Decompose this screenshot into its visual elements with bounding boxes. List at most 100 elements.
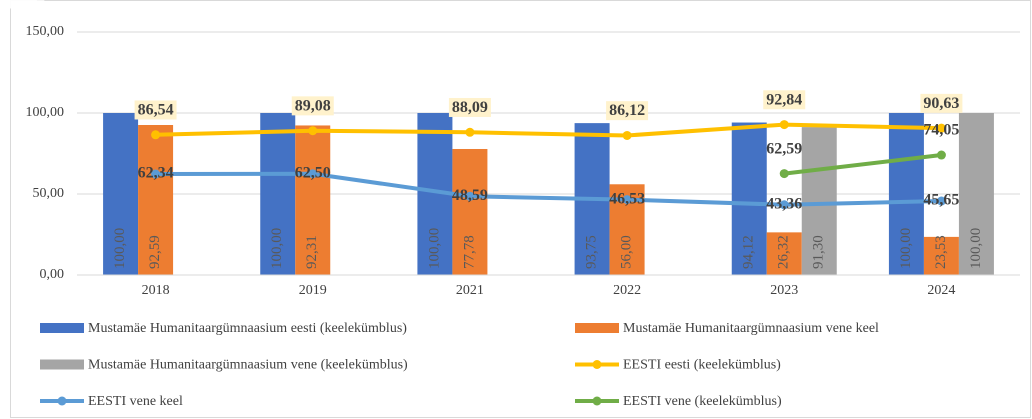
line-label-group: 62,34: [138, 165, 174, 182]
label-box: [0, 0, 37, 9]
legend-label: Mustamäe Humanitaargümnaasium vene (keel…: [88, 358, 408, 373]
legend-label: EESTI vene (keelekümblus): [623, 394, 782, 409]
bar-value-label: 93,75: [584, 235, 600, 269]
line-marker: [936, 196, 946, 206]
line-label-group: 86,12: [606, 101, 649, 121]
bar-value-label: 92,59: [147, 235, 163, 269]
line-value-label: 62,50: [295, 164, 331, 181]
legend-label: Mustamäe Humanitaargümnaasium vene keel: [623, 321, 879, 336]
bar-value-label: 100,00: [968, 228, 984, 269]
bar-label-group: 100,00: [0, 0, 984, 269]
label-box: [0, 0, 45, 9]
label-box: [0, 0, 37, 9]
bar: [888, 113, 924, 275]
line: [782, 153, 944, 176]
label-box: [0, 0, 37, 9]
bar-value-label: 26,32: [776, 235, 792, 269]
line-label-group: 62,59: [766, 140, 802, 157]
label-box: [0, 0, 37, 9]
label-box: [0, 0, 37, 9]
bar-value-label: 56,00: [619, 235, 635, 269]
bar-label-group: 100,00: [0, 0, 285, 269]
bar-label-group: 92,31: [0, 0, 320, 269]
label-box: [0, 0, 45, 9]
line-value-label: 62,59: [766, 140, 802, 157]
legend-label: EESTI vene keel: [88, 394, 183, 409]
label-box: [763, 90, 806, 110]
bar-value-label: 100,00: [269, 228, 285, 269]
bar-label-group: 100,00: [0, 0, 914, 269]
line-value-label: 74,05: [923, 122, 959, 139]
line-marker: [308, 126, 318, 136]
line-label-group: 90,63: [920, 93, 963, 113]
bar-label-group: 56,00: [0, 0, 635, 269]
bar-label-group: 26,32: [0, 0, 792, 269]
label-box: [0, 0, 45, 9]
bar-value-label: 91,30: [811, 235, 827, 269]
line-value-label: 45,65: [923, 192, 959, 209]
legend-marker: [592, 360, 602, 369]
bar: [801, 127, 837, 276]
legend-label: Mustamäe Humanitaargümnaasium eesti (kee…: [88, 321, 407, 336]
line-label-group: 45,65: [923, 192, 959, 209]
bar-label-group: 100,00: [0, 0, 442, 269]
line-marker: [151, 130, 161, 140]
bar: [103, 113, 139, 275]
line-value-label: 90,63: [923, 95, 959, 112]
label-box: [448, 97, 491, 117]
legend-swatch: [40, 323, 84, 333]
label-box: [0, 0, 45, 9]
x-tick-label: 2019: [299, 283, 327, 298]
line-label-group: 43,36: [766, 195, 802, 212]
bar-value-label: 94,12: [741, 235, 757, 269]
label-box: [0, 0, 37, 9]
y-tick-label: 100,00: [26, 105, 65, 120]
bar-value-label: 100,00: [426, 228, 442, 269]
line-marker: [465, 127, 475, 137]
chart-frame: [10, 0, 1031, 418]
line: [153, 122, 944, 138]
bar-value-label: 23,53: [933, 235, 949, 269]
line-label-group: 62,50: [295, 164, 331, 181]
line-value-label: 62,34: [138, 165, 174, 182]
x-tick-label: 2024: [927, 283, 955, 298]
legend-swatch: [40, 359, 84, 370]
y-tick-label: 150,00: [26, 24, 65, 39]
bar: [766, 232, 802, 275]
line-marker: [779, 169, 789, 179]
label-box: [134, 100, 177, 120]
bar: [295, 125, 331, 276]
bar-value-label: 100,00: [112, 228, 128, 269]
bar: [923, 236, 959, 275]
label-box: [291, 96, 334, 116]
line-label-group: 74,05: [923, 122, 959, 139]
bar: [731, 122, 767, 275]
line-marker: [622, 195, 632, 205]
line-marker: [622, 130, 632, 140]
line-marker: [151, 169, 161, 179]
label-box: [920, 93, 963, 113]
legend-swatch: [575, 323, 619, 333]
label-box: [0, 0, 37, 9]
line-label-group: 89,08: [291, 96, 334, 116]
bar: [958, 113, 994, 275]
line-value-label: 88,09: [452, 99, 488, 116]
y-tick-label: 0,00: [40, 267, 65, 282]
line-label-group: 88,09: [448, 97, 491, 117]
bar-label-group: 91,30: [0, 0, 827, 269]
bar-value-label: 100,00: [898, 228, 914, 269]
bar-label-group: 93,75: [0, 0, 600, 269]
label-box: [0, 0, 37, 9]
bar-value-label: 77,78: [461, 235, 477, 269]
line: [153, 171, 944, 207]
line-value-label: 89,08: [295, 97, 331, 114]
x-tick-label: 2021: [456, 283, 484, 298]
x-tick-label: 2023: [770, 283, 798, 298]
legend-marker: [592, 396, 602, 406]
bar-label-group: 77,78: [0, 0, 477, 269]
line-marker: [779, 120, 789, 130]
line-marker: [308, 169, 318, 179]
bar-value-label: 92,31: [304, 235, 320, 269]
bar-label-group: 100,00: [0, 0, 128, 269]
